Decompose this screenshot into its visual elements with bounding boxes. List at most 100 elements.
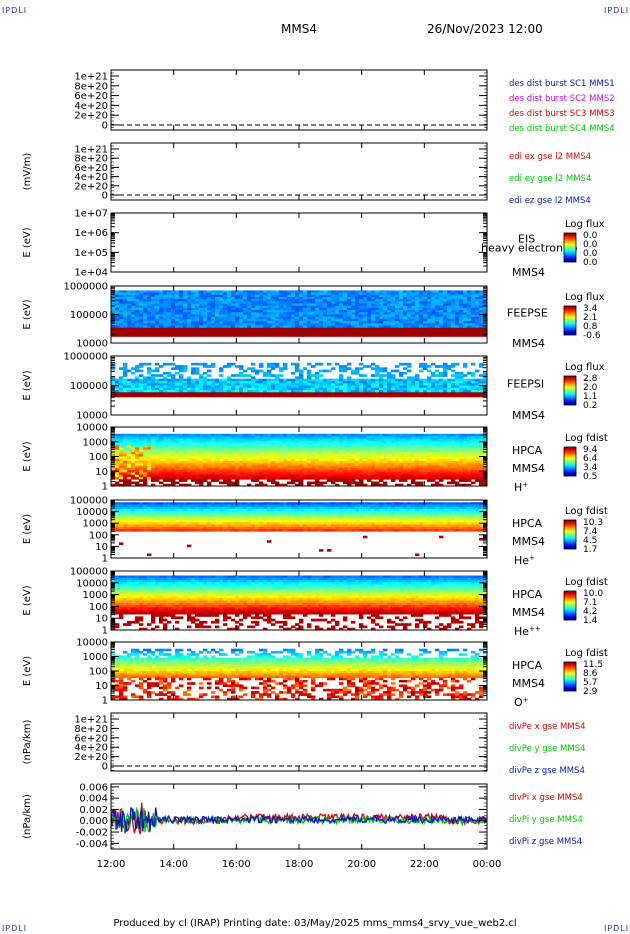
instrument-label: FEEPSE [507, 307, 548, 320]
species-label: He+ [514, 554, 535, 567]
colorbar-tick-label: 0.0 [583, 249, 598, 259]
colorbar-tick-label: 11.5 [583, 660, 603, 670]
colorbar [563, 446, 577, 477]
legend-entry: divPe z gse MMS4 [509, 766, 585, 776]
colorbar [563, 661, 577, 692]
instrument-label: EIS [518, 233, 535, 246]
overlay-text: heavy electron to [481, 242, 578, 255]
colorbar-tick-label: 10.0 [583, 589, 603, 599]
y-tick-label: 100000 [70, 567, 108, 578]
legend-entry: des dist burst SC1 MMS1 [509, 79, 615, 89]
y-tick-label: 0.004 [79, 794, 108, 805]
colorbar [563, 305, 577, 336]
colorbar-tick-label: 3.4 [583, 463, 598, 473]
species-charge: + [523, 696, 529, 704]
y-tick-label: 1e+21 [74, 715, 108, 726]
panel-feepse: 1000000 100000 10000 E (eV) FEEPSE MMS4 Log fl… [22, 282, 605, 351]
panel-hpca-h: 10000 1000 100 10 1 E (eV) HPCA MMS4 H+ Log fdist… [22, 423, 608, 495]
y-axis-label: E (eV) [22, 585, 33, 615]
y-axis-label: (nPa/km) [22, 720, 33, 765]
colorbar-tick-label: 1.7 [583, 545, 597, 555]
legend-entry: edi ex gse l2 MMS4 [509, 152, 591, 162]
spacecraft-label: MMS4 [512, 462, 545, 475]
colorbar-tick-label: 2.9 [583, 687, 598, 697]
y-tick-label: 2e+20 [74, 181, 108, 192]
y-axis-label: E (eV) [22, 441, 33, 471]
colorbar [563, 519, 577, 550]
y-tick-label: 8e+20 [74, 724, 108, 735]
colorbar-tick-label: 1.1 [583, 392, 597, 402]
colorbar-tick-label: 7.4 [583, 527, 598, 537]
legend-entry: divPi y gse MMS4 [509, 815, 583, 825]
y-axis-label: E (eV) [22, 370, 33, 400]
y-tick-label: 1e+21 [74, 72, 108, 83]
y-tick-label: 6e+20 [74, 163, 108, 174]
colorbar-title: Log fdist [565, 433, 608, 444]
colorbar-tick-label: 1.4 [583, 616, 598, 626]
y-tick-label: 1000000 [63, 352, 108, 363]
y-tick-label: 1000000 [63, 282, 108, 293]
time-tick-label: 18:00 [285, 859, 314, 870]
y-tick-label: 2e+20 [74, 752, 108, 763]
page-title: MMS4 [281, 22, 317, 36]
y-tick-label: 1 [102, 482, 108, 493]
y-tick-label: 100000 [70, 381, 108, 392]
y-axis-label: E (eV) [22, 656, 33, 686]
datetime-label: 26/Nov/2023 12:00 [427, 22, 543, 36]
y-tick-label: 1e+06 [74, 228, 108, 239]
y-tick-label: 0 [102, 121, 108, 132]
y-tick-label: 100 [89, 452, 108, 463]
y-tick-label: 8e+20 [74, 154, 108, 165]
colorbar-tick-label: 0.0 [583, 258, 598, 268]
y-tick-label: 10000 [76, 507, 108, 518]
y-axis-label: (mV/m) [22, 153, 33, 191]
species-label: O+ [514, 696, 529, 709]
time-tick-label: 00:00 [473, 859, 502, 870]
spacecraft-label: MMS4 [512, 677, 545, 690]
plot-frame [110, 142, 488, 201]
colorbar-tick-label: 4.5 [583, 536, 597, 546]
y-tick-label: 6e+20 [74, 733, 108, 744]
colorbar-tick-label: 0.5 [583, 472, 597, 482]
instrument-label: HPCA [512, 659, 543, 672]
plot-frame [110, 69, 488, 131]
y-tick-label: 10 [95, 467, 108, 478]
legend-entry: des dist burst SC4 MMS4 [509, 124, 615, 134]
y-tick-label: 100 [89, 530, 108, 541]
y-tick-label: -0.002 [76, 828, 108, 839]
colorbar-title: Log flux [565, 292, 605, 303]
y-tick-label: 100000 [70, 496, 108, 507]
y-axis-label: E (eV) [22, 514, 33, 544]
colorbar [563, 590, 577, 621]
time-tick-label: 20:00 [347, 859, 376, 870]
y-tick-label: 10 [95, 614, 108, 625]
y-tick-label: 10000 [76, 411, 108, 422]
time-tick-label: 16:00 [222, 859, 251, 870]
colorbar-tick-label: 8.6 [583, 669, 598, 679]
y-tick-label: 1 [102, 626, 108, 637]
colorbar-tick-label: 9.4 [583, 445, 598, 455]
y-tick-label: 10 [95, 681, 108, 692]
spacecraft-label: MMS4 [512, 535, 545, 548]
colorbar-title: Log flux [565, 219, 605, 230]
legend-entry: divPe y gse MMS4 [509, 744, 586, 754]
y-tick-label: 1000 [83, 590, 108, 601]
colorbar-tick-label: -0.6 [583, 331, 601, 341]
y-tick-label: 1e+04 [74, 268, 108, 279]
panel-hpca-o: 10000 1000 100 10 1 E (eV) HPCA MMS4 O+ Log fdist… [22, 638, 608, 710]
colorbar-tick-label: 10.3 [583, 518, 603, 528]
time-tick-label: 22:00 [410, 859, 439, 870]
spacecraft-label: MMS4 [512, 337, 545, 350]
colorbar-tick-label: 0.0 [583, 231, 598, 241]
y-tick-label: 1000 [83, 437, 108, 448]
colorbar-title: Log fdist [565, 577, 608, 588]
y-tick-label: 0.002 [79, 805, 108, 816]
plot-frame [110, 712, 488, 772]
y-tick-label: 8e+20 [74, 81, 108, 92]
footer-credit: Produced by cl (IRAP) Printing date: 03/… [113, 918, 517, 929]
species-charge: + [522, 481, 528, 489]
